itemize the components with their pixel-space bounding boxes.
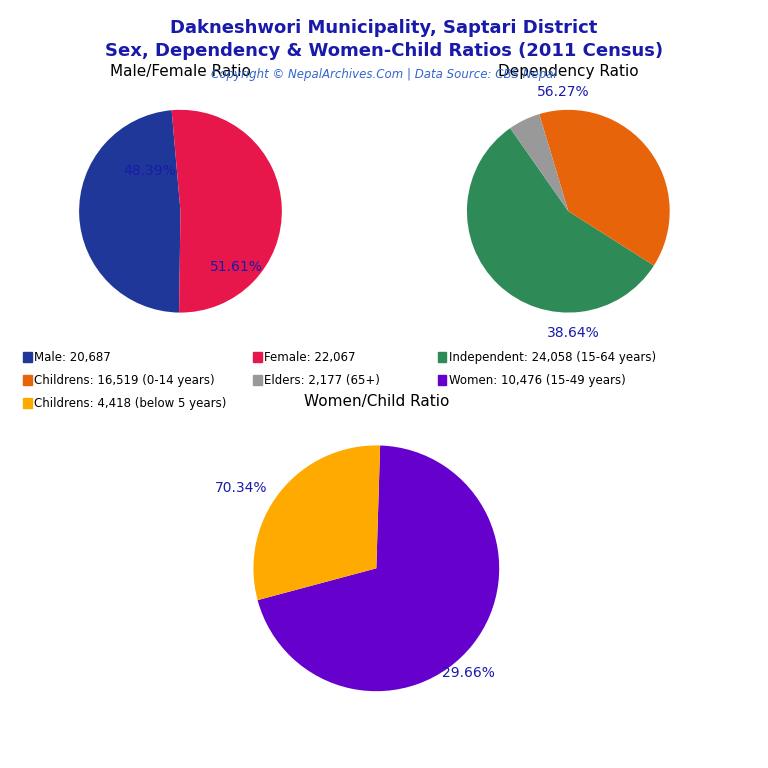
Text: 70.34%: 70.34% [215, 482, 267, 495]
Text: 5.09%: 5.09% [0, 767, 1, 768]
Title: Women/Child Ratio: Women/Child Ratio [303, 395, 449, 409]
Text: Sex, Dependency & Women-Child Ratios (2011 Census): Sex, Dependency & Women-Child Ratios (20… [105, 42, 663, 60]
Text: 38.64%: 38.64% [547, 326, 600, 340]
Text: Elders: 2,177 (65+): Elders: 2,177 (65+) [264, 374, 380, 386]
Text: Dakneshwori Municipality, Saptari District: Dakneshwori Municipality, Saptari Distri… [170, 19, 598, 37]
Wedge shape [171, 110, 282, 313]
Wedge shape [539, 110, 670, 266]
Wedge shape [467, 128, 654, 313]
Text: 56.27%: 56.27% [537, 84, 590, 98]
Text: Childrens: 16,519 (0-14 years): Childrens: 16,519 (0-14 years) [34, 374, 214, 386]
Text: Childrens: 4,418 (below 5 years): Childrens: 4,418 (below 5 years) [34, 397, 227, 409]
Text: Independent: 24,058 (15-64 years): Independent: 24,058 (15-64 years) [449, 351, 656, 363]
Wedge shape [79, 111, 180, 313]
Text: Women: 10,476 (15-49 years): Women: 10,476 (15-49 years) [449, 374, 625, 386]
Text: 29.66%: 29.66% [442, 666, 495, 680]
Text: Male: 20,687: Male: 20,687 [34, 351, 111, 363]
Text: 48.39%: 48.39% [124, 164, 177, 177]
Text: Female: 22,067: Female: 22,067 [264, 351, 356, 363]
Text: Copyright © NepalArchives.Com | Data Source: CBS Nepal: Copyright © NepalArchives.Com | Data Sou… [211, 68, 557, 81]
Wedge shape [510, 114, 568, 211]
Title: Male/Female Ratio: Male/Female Ratio [110, 65, 251, 79]
Text: 51.61%: 51.61% [210, 260, 263, 274]
Wedge shape [253, 445, 380, 600]
Wedge shape [257, 445, 499, 691]
Title: Dependency Ratio: Dependency Ratio [498, 65, 639, 79]
